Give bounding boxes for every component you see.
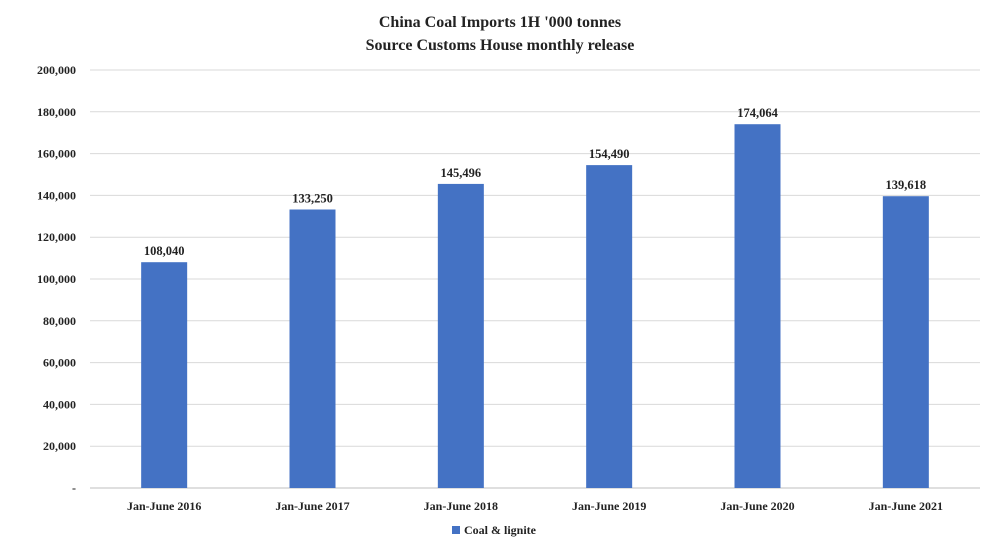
data-label: 154,490 (589, 147, 630, 161)
y-tick-label: 160,000 (37, 147, 76, 161)
data-label: 139,618 (886, 178, 927, 192)
y-tick-label: - (72, 481, 76, 495)
data-labels: 108,040 133,250 145,496 154,490 174,064 139,6… (144, 106, 926, 258)
data-label: 108,040 (144, 244, 185, 258)
bar (734, 124, 781, 488)
bars (141, 124, 929, 489)
x-tick-label: Jan-June 2019 (572, 499, 646, 513)
x-axis: Jan-June 2016 Jan-June 2017 Jan-June 2018 J… (127, 499, 943, 513)
legend: Coal & lignite (452, 523, 537, 537)
bar (586, 165, 633, 488)
y-tick-label: 60,000 (43, 356, 76, 370)
legend-swatch (452, 526, 460, 534)
bar (882, 196, 929, 489)
y-tick-label: 120,000 (37, 230, 76, 244)
legend-label: Coal & lignite (464, 523, 537, 537)
y-tick-label: 180,000 (37, 105, 76, 119)
chart-title: China Coal Imports 1H '000 tonnes (379, 14, 621, 31)
x-tick-label: Jan-June 2021 (869, 499, 943, 513)
chart-subtitle: Source Customs House monthly release (366, 37, 635, 54)
y-tick-label: 20,000 (43, 439, 76, 453)
y-tick-label: 100,000 (37, 272, 76, 286)
x-tick-label: Jan-June 2017 (275, 499, 349, 513)
data-label: 145,496 (441, 166, 482, 180)
data-label: 133,250 (292, 192, 333, 206)
x-tick-label: Jan-June 2020 (720, 499, 794, 513)
x-tick-label: Jan-June 2018 (424, 499, 498, 513)
y-tick-label: 80,000 (43, 314, 76, 328)
y-tick-label: 140,000 (37, 188, 76, 202)
bar (141, 262, 188, 488)
y-tick-label: 200,000 (37, 63, 76, 77)
y-axis: - 20,000 40,000 60,000 80,000 100,000 120,000 1… (37, 63, 76, 495)
x-tick-label: Jan-June 2016 (127, 499, 201, 513)
data-label: 174,064 (737, 106, 778, 120)
y-tick-label: 40,000 (43, 397, 76, 411)
bar (437, 183, 484, 488)
gridlines (90, 69, 980, 489)
bar (289, 209, 336, 488)
